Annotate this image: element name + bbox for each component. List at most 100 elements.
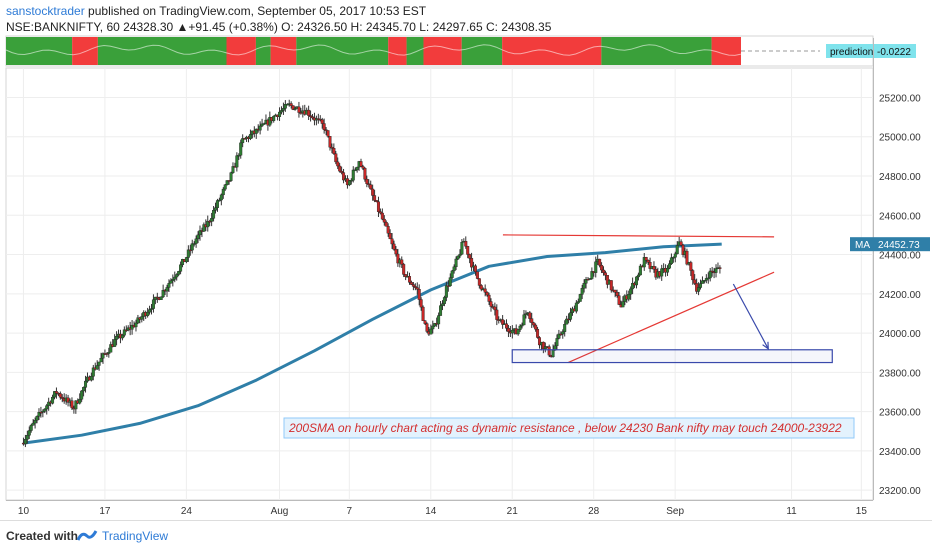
candle bbox=[615, 289, 619, 298]
candle bbox=[74, 400, 78, 414]
candle-body bbox=[413, 286, 417, 288]
candle-body bbox=[400, 259, 404, 265]
candle bbox=[243, 137, 247, 140]
candle bbox=[454, 256, 458, 271]
candle bbox=[353, 167, 357, 172]
candle-body bbox=[631, 282, 635, 290]
x-tick-label: 28 bbox=[588, 506, 600, 517]
candle bbox=[169, 278, 173, 284]
candle-body bbox=[536, 328, 540, 338]
candle bbox=[359, 158, 363, 168]
candles-layer bbox=[21, 99, 722, 448]
candle bbox=[384, 220, 388, 227]
candle bbox=[673, 251, 677, 263]
candle-body bbox=[278, 111, 282, 117]
y-tick-label: 24000.00 bbox=[879, 329, 921, 340]
candle bbox=[666, 265, 670, 276]
indicator-segment-red bbox=[423, 37, 462, 65]
candle-body bbox=[466, 246, 470, 255]
candle-body bbox=[206, 220, 210, 228]
candle bbox=[58, 391, 62, 400]
candle-body bbox=[642, 257, 646, 268]
candle bbox=[468, 253, 472, 264]
candle bbox=[215, 198, 219, 212]
tradingview-brand[interactable]: TradingView bbox=[102, 529, 169, 543]
candle bbox=[225, 180, 229, 186]
candle-body bbox=[235, 155, 239, 168]
candle-body bbox=[421, 306, 425, 321]
ma-value-label: 24452.73 bbox=[878, 240, 920, 251]
y-tick-label: 25200.00 bbox=[879, 93, 921, 104]
candle-body bbox=[444, 285, 448, 298]
x-tick-label: 11 bbox=[786, 506, 797, 517]
candle-body bbox=[702, 280, 706, 282]
indicator-segment-red bbox=[72, 37, 98, 65]
candle-body bbox=[411, 284, 415, 287]
candle-body bbox=[35, 415, 39, 421]
tradingview-logo-icon bbox=[76, 530, 98, 541]
candle-body bbox=[231, 166, 235, 173]
candle-body bbox=[458, 253, 462, 257]
candle-body bbox=[613, 289, 617, 293]
candle bbox=[458, 249, 462, 258]
candle-body bbox=[25, 435, 29, 440]
candle-body bbox=[660, 268, 664, 277]
candle bbox=[530, 312, 534, 328]
candle-body bbox=[493, 306, 497, 311]
candle-body bbox=[184, 257, 188, 263]
candle bbox=[516, 329, 520, 336]
candle-body bbox=[605, 275, 609, 285]
candle-body bbox=[328, 136, 332, 148]
candle bbox=[309, 110, 313, 122]
candle-body bbox=[51, 396, 55, 404]
candle-body bbox=[359, 161, 363, 167]
candle bbox=[702, 280, 706, 284]
candle-body bbox=[39, 412, 43, 414]
candle bbox=[146, 307, 150, 318]
candle-body bbox=[309, 115, 313, 117]
candle bbox=[223, 184, 227, 191]
candle-body bbox=[167, 283, 171, 288]
candle-body bbox=[675, 245, 679, 255]
candle-body bbox=[84, 380, 88, 388]
candle bbox=[332, 143, 336, 155]
candle-body bbox=[347, 180, 351, 186]
candle bbox=[466, 245, 470, 259]
candle bbox=[328, 136, 332, 151]
candle bbox=[237, 153, 241, 160]
candle-body bbox=[505, 323, 509, 329]
candle bbox=[534, 323, 538, 332]
candle bbox=[402, 262, 406, 278]
candle bbox=[229, 171, 233, 182]
publish-header: sanstocktrader published on TradingView.… bbox=[6, 4, 426, 18]
author-link[interactable]: sanstocktrader bbox=[6, 4, 85, 18]
candle-body bbox=[627, 294, 631, 300]
prediction-label: prediction bbox=[830, 47, 873, 58]
candle-body bbox=[326, 130, 330, 137]
candle bbox=[217, 197, 221, 202]
candle bbox=[262, 122, 266, 125]
candle bbox=[181, 258, 185, 268]
candle bbox=[394, 246, 398, 257]
candle bbox=[520, 322, 524, 329]
candle bbox=[448, 273, 452, 287]
candle-body bbox=[489, 301, 493, 307]
candle-body bbox=[215, 200, 219, 208]
candle bbox=[105, 352, 109, 357]
candle bbox=[35, 415, 39, 424]
x-tick-label: 7 bbox=[347, 506, 353, 517]
candle-body bbox=[520, 324, 524, 327]
candle-body bbox=[714, 268, 718, 273]
candle-body bbox=[450, 270, 454, 278]
candle bbox=[506, 324, 510, 338]
candle-body bbox=[718, 267, 722, 269]
candle-body bbox=[297, 106, 301, 113]
candle bbox=[621, 296, 625, 308]
candle-body bbox=[697, 287, 701, 292]
candle bbox=[219, 193, 223, 206]
candle-body bbox=[439, 305, 443, 316]
candle-body bbox=[634, 276, 638, 286]
candle-body bbox=[190, 243, 194, 251]
candle bbox=[91, 364, 95, 381]
